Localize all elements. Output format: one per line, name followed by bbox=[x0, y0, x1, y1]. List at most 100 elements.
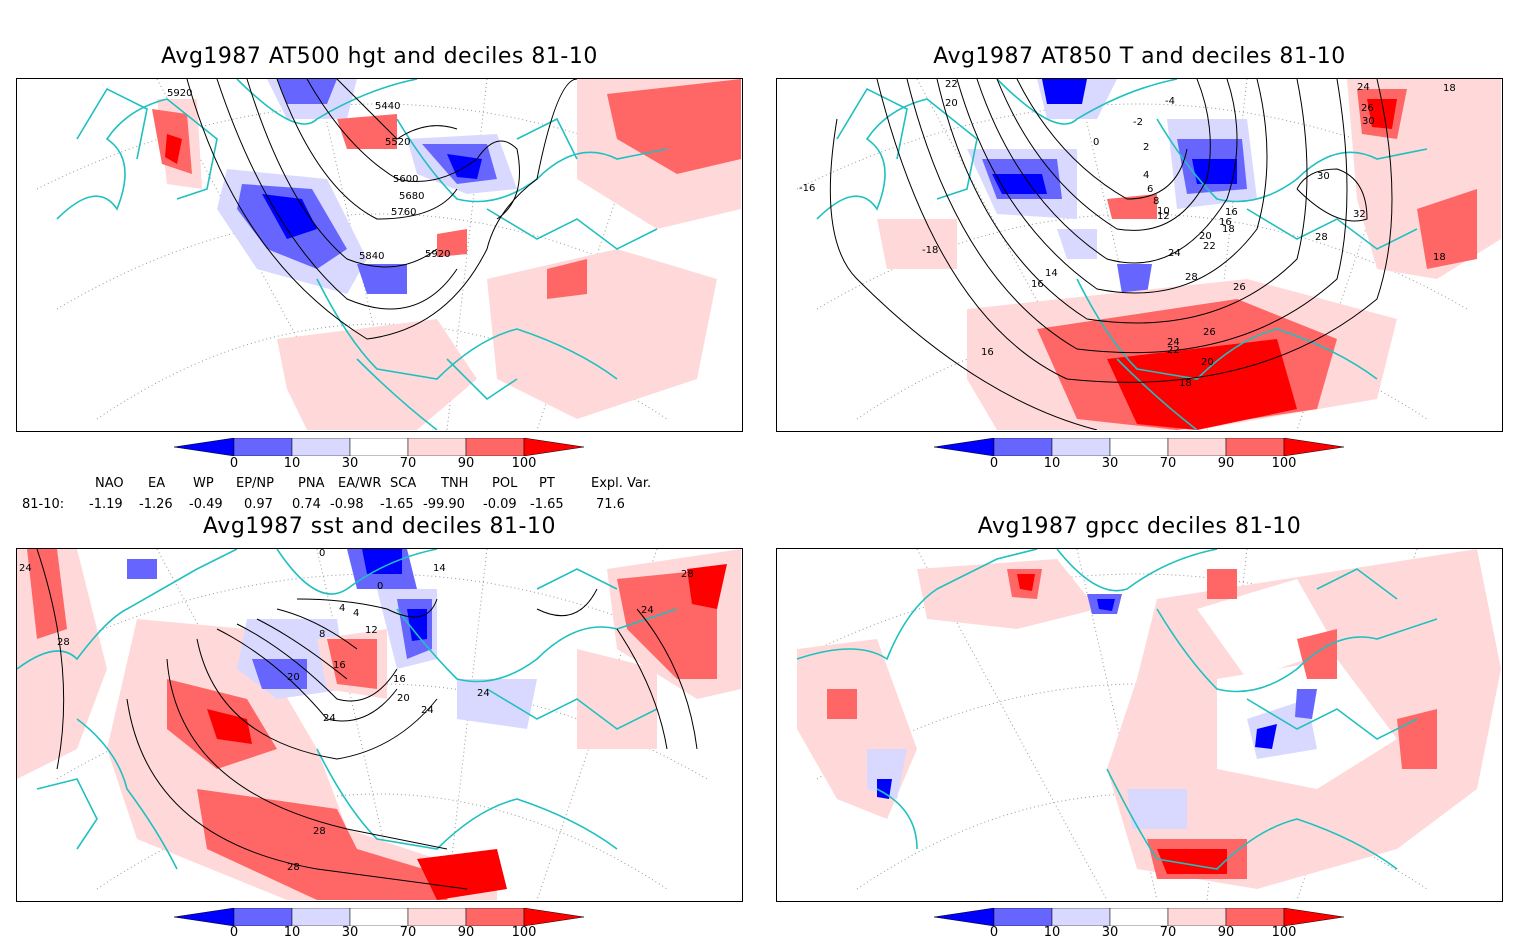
colorbar-label: 0 bbox=[989, 456, 999, 471]
contour-label: 24 bbox=[641, 605, 654, 616]
temperature-contours bbox=[829, 79, 1393, 430]
contour-label: 20 bbox=[397, 693, 410, 704]
contour-label: 5680 bbox=[399, 191, 424, 202]
colorbar-label: 30 bbox=[341, 925, 359, 940]
index-value: -0.49 bbox=[189, 497, 223, 512]
z500-map: 5920 5440 5520 5600 5680 5760 5840 5920 bbox=[36, 79, 741, 430]
colorbar-swatches bbox=[933, 437, 1345, 457]
decile-shading bbox=[17, 549, 741, 900]
colorbar-label: 30 bbox=[341, 456, 359, 471]
index-value: -1.65 bbox=[380, 497, 414, 512]
contour-label: 20 bbox=[1201, 357, 1214, 368]
contour-label: 18 bbox=[1443, 83, 1456, 94]
colorbar-label: 10 bbox=[283, 925, 301, 940]
sst-contours bbox=[36, 549, 698, 890]
t850-map: 22 20 -4 -2 0 2 4 6 8 10 12 16 18 20 22 … bbox=[796, 79, 1501, 430]
contour-label: 16 bbox=[1219, 217, 1232, 228]
contour-label: 26 bbox=[1203, 327, 1216, 338]
contour-label: 28 bbox=[287, 862, 300, 873]
contour-label: 8 bbox=[1153, 196, 1159, 207]
contour-label: 24 bbox=[1357, 82, 1370, 93]
panel-title-sst: Avg1987 sst and deciles 81-10 bbox=[203, 514, 556, 539]
map-panel-gpcc bbox=[776, 548, 1503, 902]
contour-label: 18 bbox=[1433, 252, 1446, 263]
contour-label: 14 bbox=[1045, 268, 1058, 279]
index-name: PNA bbox=[298, 476, 325, 491]
colorbar-label: 90 bbox=[457, 925, 475, 940]
colorbar-label: 100 bbox=[1271, 925, 1297, 940]
panel-title-t850: Avg1987 AT850 T and deciles 81-10 bbox=[933, 44, 1346, 69]
index-value: -1.26 bbox=[139, 497, 173, 512]
contour-label: 5920 bbox=[425, 249, 450, 260]
colorbar-label: 100 bbox=[1271, 456, 1297, 471]
colorbar-label: 90 bbox=[1217, 925, 1235, 940]
colorbar-label: 90 bbox=[1217, 456, 1235, 471]
contour-label: 18 bbox=[1222, 224, 1235, 235]
contour-label: 16 bbox=[1031, 279, 1044, 290]
contour-label: 32 bbox=[1353, 209, 1366, 220]
index-name: NAO bbox=[95, 476, 124, 491]
contour-label: 12 bbox=[1157, 211, 1170, 222]
map-panel-sst: 24 28 0 14 12 8 4 16 20 24 28 28 28 24 2… bbox=[16, 548, 743, 902]
colorbar-swatches bbox=[173, 437, 585, 457]
colorbar-label: 10 bbox=[283, 456, 301, 471]
contour-label: 20 bbox=[945, 98, 958, 109]
index-name: PT bbox=[539, 476, 555, 491]
contour-label: 0 bbox=[377, 581, 383, 592]
colorbar-label: 90 bbox=[457, 456, 475, 471]
panel-title-gpcc: Avg1987 gpcc deciles 81-10 bbox=[977, 514, 1302, 539]
contour-label: 0 bbox=[319, 549, 325, 559]
colorbar-top-right: 0 10 30 70 90 100 bbox=[933, 437, 1346, 472]
index-value: 0.97 bbox=[244, 497, 273, 512]
contour-label: 5840 bbox=[359, 251, 384, 262]
contour-label: 0 bbox=[1093, 137, 1099, 148]
index-value: -0.98 bbox=[330, 497, 364, 512]
contour-labels: 5920 5440 5520 5600 5680 5760 5840 5920 bbox=[167, 88, 450, 262]
contour-label: 26 bbox=[1361, 103, 1374, 114]
colorbar-label: 30 bbox=[1101, 925, 1119, 940]
contour-label: 6 bbox=[1147, 184, 1153, 195]
colorbar-label: 30 bbox=[1101, 456, 1119, 471]
coastlines bbox=[56, 79, 668, 430]
contour-label: 24 bbox=[421, 705, 434, 716]
contour-label: 22 bbox=[945, 79, 958, 90]
index-value: 71.6 bbox=[596, 497, 625, 512]
index-name: WP bbox=[193, 476, 214, 491]
decile-shading bbox=[797, 549, 1501, 889]
index-name: TNH bbox=[441, 476, 469, 491]
contour-labels: 22 20 -4 -2 0 2 4 6 8 10 12 16 18 20 22 … bbox=[799, 79, 1456, 389]
index-value: 0.74 bbox=[292, 497, 321, 512]
contour-label: 24 bbox=[323, 713, 336, 724]
contour-label: 4 bbox=[339, 603, 345, 614]
contour-label: 28 bbox=[1315, 232, 1328, 243]
index-name: EA bbox=[148, 476, 166, 491]
contour-label: 18 bbox=[1179, 378, 1192, 389]
index-name: EP/NP bbox=[236, 476, 274, 491]
contour-label: 12 bbox=[365, 625, 378, 636]
contour-label: 28 bbox=[313, 826, 326, 837]
contour-label: 24 bbox=[477, 688, 490, 699]
colorbar-label: 10 bbox=[1043, 456, 1061, 471]
colorbar-label: 70 bbox=[1159, 925, 1177, 940]
contour-label: 22 bbox=[1203, 241, 1216, 252]
contour-label: 4 bbox=[1143, 170, 1149, 181]
decile-shading bbox=[877, 79, 1501, 430]
index-value: -0.09 bbox=[483, 497, 517, 512]
colorbar-label: 100 bbox=[511, 925, 537, 940]
index-name: EA/WR bbox=[338, 476, 382, 491]
contour-label: 14 bbox=[433, 563, 446, 574]
index-name: SCA bbox=[390, 476, 417, 491]
index-name: POL bbox=[492, 476, 518, 491]
colorbar-label: 0 bbox=[229, 925, 239, 940]
contour-label: -2 bbox=[1133, 117, 1143, 128]
colorbar-label: 0 bbox=[229, 456, 239, 471]
panel-title-z500: Avg1987 AT500 hgt and deciles 81-10 bbox=[161, 44, 598, 69]
colorbar-label: 100 bbox=[511, 456, 537, 471]
index-value: -1.65 bbox=[530, 497, 564, 512]
index-value: -99.90 bbox=[423, 497, 465, 512]
colorbar-swatches bbox=[173, 907, 585, 927]
contour-label: 10 bbox=[1157, 206, 1170, 217]
contour-label: 24 bbox=[19, 563, 32, 574]
contour-label: 16 bbox=[333, 660, 346, 671]
contour-label: 5600 bbox=[393, 174, 418, 185]
